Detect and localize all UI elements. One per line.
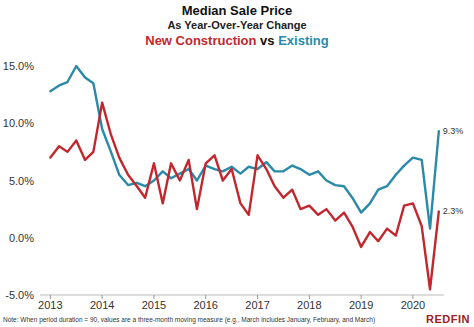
x-tick-label: 2019 (349, 299, 373, 311)
x-tick-label: 2014 (90, 299, 114, 311)
source: REDFIN (426, 313, 470, 325)
y-tick-label: 0.0% (9, 232, 34, 244)
legend-entry: New Construction (145, 33, 256, 48)
value-label: 2.3% (443, 206, 464, 216)
x-tick-label: 2016 (194, 299, 218, 311)
note: Note: When period duration = 90, values … (3, 316, 375, 324)
x-tick-label: 2020 (401, 299, 425, 311)
series-line (50, 66, 438, 229)
x-tick-label: 2015 (142, 299, 166, 311)
legend: New Construction vs Existing (145, 33, 329, 48)
legend-separator: vs (256, 33, 278, 48)
x-axis-line (40, 295, 444, 296)
x-tick-label: 2018 (297, 299, 321, 311)
y-tick-label: -5.0% (5, 289, 34, 301)
legend-entry: Existing (278, 33, 329, 48)
y-tick-label: 15.0% (3, 60, 34, 72)
title: Median Sale Price (182, 3, 293, 18)
chart: Median Sale PriceAs Year-Over-Year Chang… (0, 0, 474, 327)
value-label: 9.3% (443, 126, 464, 136)
y-tick-label: 10.0% (3, 117, 34, 129)
x-tick-label: 2013 (38, 299, 62, 311)
x-tick-label: 2017 (245, 299, 269, 311)
subtitle: As Year-Over-Year Change (167, 19, 306, 31)
plot-area (50, 66, 438, 289)
series-line (50, 103, 438, 290)
y-tick-label: 5.0% (9, 175, 34, 187)
